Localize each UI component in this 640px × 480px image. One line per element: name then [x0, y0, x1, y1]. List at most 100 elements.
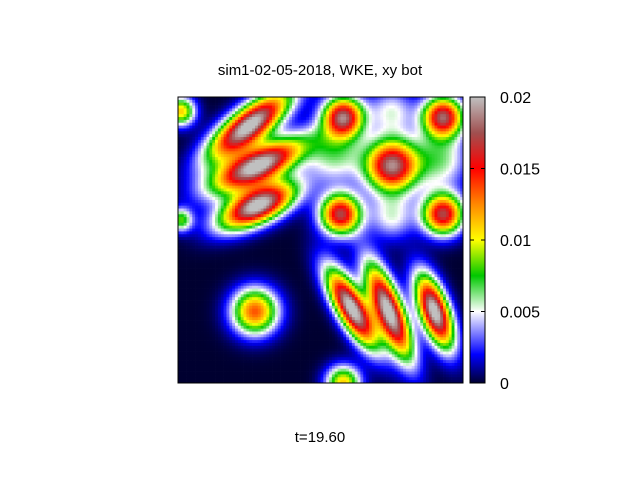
heatmap-cell: [311, 122, 316, 126]
heatmap-cell: [460, 188, 464, 192]
heatmap-cell: [220, 119, 224, 124]
heatmap-cell: [272, 237, 276, 241]
heatmap-cell: [277, 177, 281, 181]
heatmap-cell: [346, 139, 350, 144]
heatmap-cell: [197, 194, 202, 198]
heatmap-cell: [257, 157, 261, 161]
heatmap-cell: [437, 117, 441, 121]
heatmap-cell: [374, 205, 378, 209]
heatmap-cell: [243, 142, 247, 146]
heatmap-cell: [343, 125, 347, 129]
heatmap-cell: [195, 157, 199, 161]
heatmap-cell: [266, 134, 270, 138]
heatmap-cell: [351, 168, 356, 172]
heatmap-cell: [317, 119, 321, 124]
heatmap-cell: [209, 137, 213, 141]
heatmap-cell: [460, 108, 464, 112]
heatmap-cell: [411, 137, 415, 141]
heatmap-cell: [209, 191, 213, 195]
heatmap-cell: [383, 148, 387, 152]
heatmap-cell: [400, 188, 404, 192]
heatmap-cell: [263, 174, 267, 178]
heatmap-cell: [414, 111, 418, 115]
heatmap-cell: [215, 151, 219, 155]
heatmap-cell: [226, 179, 230, 184]
heatmap-cell: [232, 219, 236, 224]
heatmap-cell: [454, 185, 458, 189]
heatmap-cell: [252, 174, 256, 178]
heatmap-cell: [346, 171, 350, 175]
heatmap-cell: [323, 185, 327, 189]
heatmap-cell: [283, 171, 287, 175]
heatmap-cell: [383, 142, 387, 146]
heatmap-cell: [274, 142, 279, 146]
heatmap-cell: [197, 237, 202, 241]
heatmap-cell: [437, 145, 441, 149]
heatmap-cell: [357, 205, 361, 209]
heatmap-cell: [297, 131, 301, 135]
heatmap-cell: [269, 177, 273, 181]
heatmap-cell: [417, 174, 421, 178]
heatmap-cell: [212, 137, 216, 141]
heatmap-cell: [209, 154, 213, 158]
heatmap-cell: [289, 228, 293, 232]
heatmap-cell: [240, 131, 244, 135]
heatmap-cell: [417, 134, 421, 138]
heatmap-cell: [337, 199, 341, 204]
heatmap-cell: [423, 188, 427, 192]
heatmap-cell: [411, 177, 415, 181]
heatmap-cell: [197, 225, 202, 229]
heatmap-cell: [311, 208, 316, 212]
heatmap-cell: [397, 157, 401, 161]
heatmap-cell: [243, 174, 247, 178]
heatmap-cell: [294, 194, 299, 198]
heatmap-cell: [420, 145, 424, 149]
heatmap-cell: [357, 237, 361, 241]
heatmap-cell: [434, 105, 438, 109]
heatmap-cell: [363, 228, 367, 232]
heatmap-cell: [440, 168, 444, 172]
heatmap-cell: [263, 157, 267, 161]
heatmap-cell: [351, 111, 356, 115]
heatmap-cell: [294, 202, 299, 207]
heatmap-cell: [235, 177, 239, 181]
heatmap-cell: [388, 168, 393, 172]
heatmap-cell: [366, 131, 370, 135]
heatmap-cell: [289, 159, 293, 164]
heatmap-cell: [277, 194, 281, 198]
heatmap-cell: [197, 168, 202, 172]
heatmap-cell: [209, 197, 213, 201]
heatmap-cell: [400, 142, 404, 146]
heatmap-cell: [209, 162, 213, 166]
heatmap-cell: [320, 159, 324, 164]
heatmap-cell: [431, 177, 435, 181]
heatmap-cell: [266, 102, 270, 106]
heatmap-cell: [229, 191, 233, 195]
heatmap-cell: [440, 202, 444, 207]
heatmap-cell: [209, 177, 213, 181]
heatmap-cell: [380, 208, 384, 212]
heatmap-cell: [331, 231, 336, 235]
heatmap-cell: [300, 182, 304, 187]
heatmap-cell: [451, 188, 455, 192]
heatmap-cell: [326, 125, 330, 129]
heatmap-cell: [377, 228, 381, 232]
heatmap-cell: [215, 157, 219, 161]
heatmap-cell: [297, 219, 301, 224]
heatmap-cell: [437, 217, 441, 221]
heatmap-cell: [406, 185, 410, 189]
heatmap-cell: [346, 205, 350, 209]
heatmap-cell: [240, 145, 244, 149]
heatmap-cell: [314, 119, 318, 124]
heatmap-cell: [366, 228, 370, 232]
heatmap-cell: [423, 228, 427, 232]
heatmap-cell: [252, 225, 256, 229]
heatmap-cell: [406, 205, 410, 209]
heatmap-cell: [354, 205, 358, 209]
heatmap-cell: [180, 97, 185, 101]
heatmap-cell: [437, 157, 441, 161]
heatmap-cell: [331, 97, 336, 101]
heatmap-cell: [371, 105, 375, 109]
heatmap-cell: [397, 214, 401, 218]
heatmap-cell: [232, 131, 236, 135]
